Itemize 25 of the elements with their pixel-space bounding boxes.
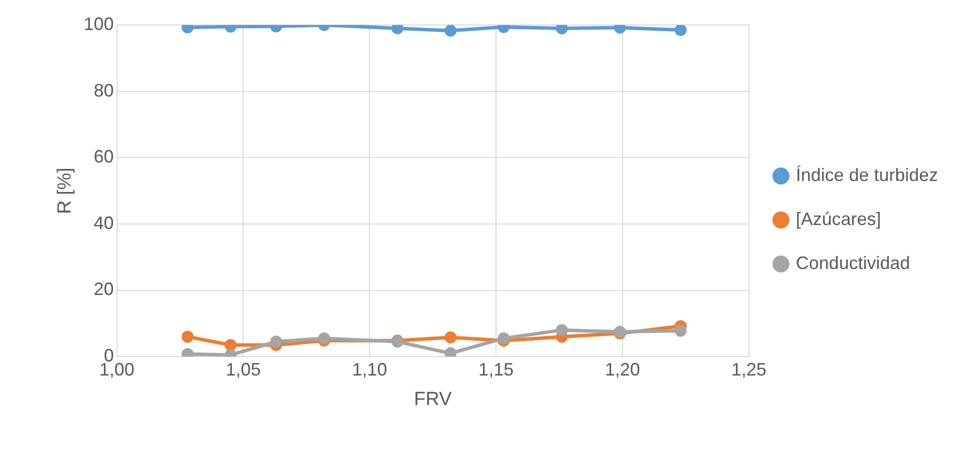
x-tick-label: 1,05 xyxy=(226,359,261,380)
point xyxy=(182,330,194,343)
x-tick-label: 1,20 xyxy=(604,359,640,380)
point xyxy=(270,336,282,348)
x-tick-label: 1,25 xyxy=(731,359,766,380)
point xyxy=(556,324,568,336)
legend-label: Conductividad xyxy=(796,252,910,273)
x-axis-title: FRV xyxy=(414,388,452,410)
point xyxy=(444,25,457,37)
y-tick-label: 40 xyxy=(94,212,114,233)
point xyxy=(444,331,457,344)
y-tick-label: 20 xyxy=(94,279,114,300)
point xyxy=(498,332,510,344)
point xyxy=(674,324,687,337)
y-tick-label: 100 xyxy=(84,14,114,34)
legend-label: Índice de turbidez xyxy=(796,164,938,185)
point xyxy=(318,332,330,344)
x-tick-label: 1,10 xyxy=(352,359,388,380)
point xyxy=(674,25,687,36)
x-tick-label: 1,15 xyxy=(478,359,514,380)
legend-label: [Azúcares] xyxy=(796,208,881,229)
y-tick-label: 60 xyxy=(94,146,114,167)
y-axis-title: R [%] xyxy=(54,168,76,214)
y-tick-label: 80 xyxy=(94,80,114,100)
point xyxy=(224,338,237,351)
